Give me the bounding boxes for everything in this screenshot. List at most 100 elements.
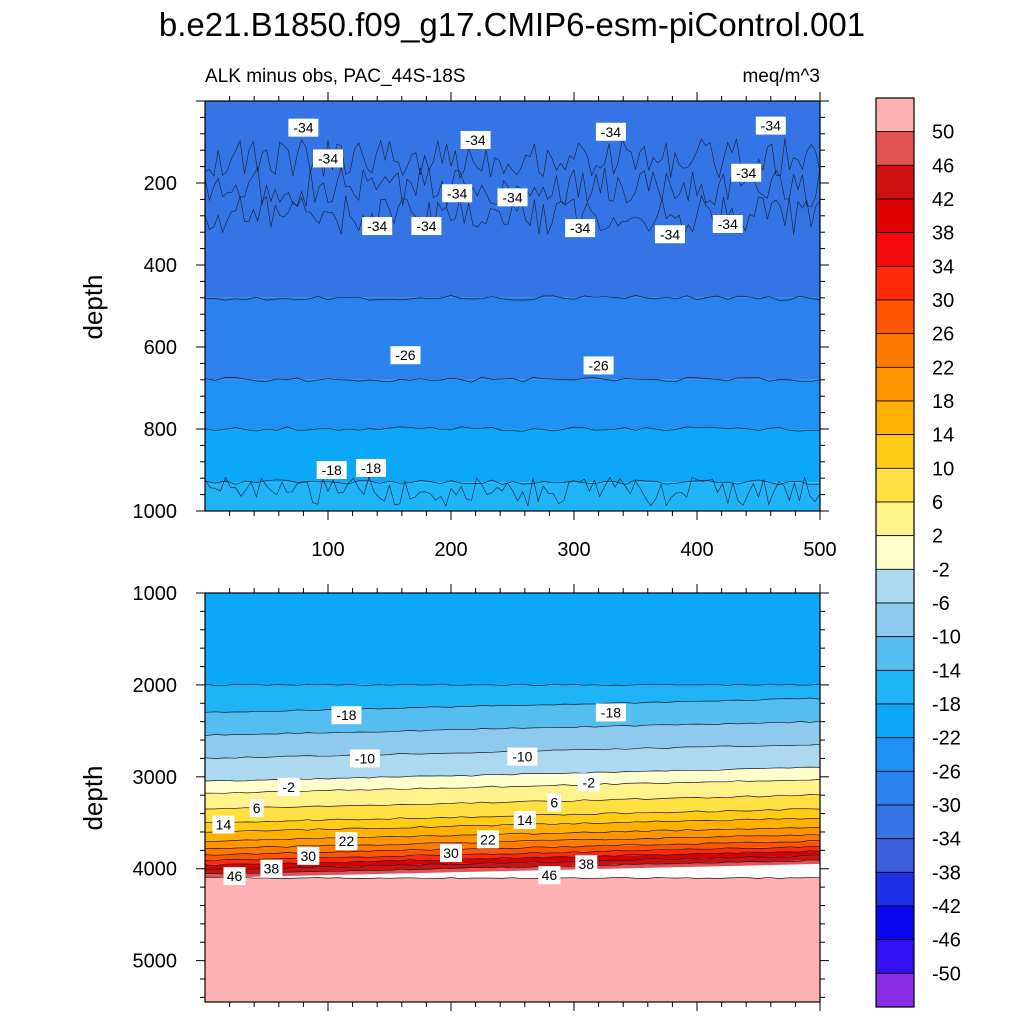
- contour-band: [205, 846, 820, 866]
- subtitle-right: meq/m^3: [742, 66, 820, 87]
- contour-line: [204, 817, 821, 833]
- contour-label: 46: [223, 867, 246, 886]
- contour-band: [205, 779, 820, 809]
- x-tick-label: 400: [680, 539, 713, 561]
- contour-label-box: [595, 703, 626, 722]
- contour-label-box: [335, 832, 358, 851]
- colorbar-label: 10: [932, 458, 954, 480]
- contour-label-box: [476, 830, 499, 849]
- contour-label: -18: [331, 706, 362, 725]
- contour-label: 6: [547, 793, 562, 812]
- contour-label-text: -34: [736, 165, 756, 181]
- colorbar-label: -38: [932, 862, 961, 884]
- contour-line: [204, 833, 821, 850]
- y-tick-label: 400: [144, 255, 177, 277]
- colorbar-swatch: [875, 501, 915, 537]
- colorbar-swatch: [875, 333, 915, 368]
- upper-panel: -34 -34 -34 -34 -34 -34 -34 -34 -34 -34 -34 -34 -34 -…: [78, 92, 837, 561]
- colorbar-label: 46: [932, 155, 954, 177]
- contour-label-box: [712, 215, 743, 233]
- contour-band: [205, 851, 820, 870]
- contour-label-text: -34: [718, 216, 738, 232]
- colorbar-swatch: [875, 97, 915, 133]
- colorbar-label: 30: [932, 290, 954, 312]
- colorbar-swatch: [875, 299, 915, 335]
- colorbar-label: 6: [932, 492, 943, 514]
- contour-label-text: 30: [443, 845, 459, 861]
- y-tick-label: 4000: [133, 859, 178, 881]
- contour-label-text: -34: [293, 120, 313, 136]
- colorbar-swatch: [875, 636, 915, 671]
- colorbar-label: 18: [932, 391, 954, 413]
- colorbar-swatch: [875, 838, 915, 873]
- contour-line: [204, 475, 821, 507]
- colorbar-label: -14: [932, 660, 961, 682]
- contour-label: -18: [595, 703, 626, 722]
- y-tick-label: 200: [144, 173, 177, 195]
- contour-label-box: [442, 184, 473, 203]
- contour-label-text: -34: [570, 220, 590, 236]
- colorbar-swatch: [875, 535, 915, 570]
- lower-contour-labels: -18 -18 -10 -10 -2 -2 6 6 14 14 22 22 30 30 38 38 46 46: [212, 703, 626, 886]
- contour-label-text: 22: [339, 833, 355, 849]
- contour-band: [205, 698, 820, 736]
- colorbar-label: 2: [932, 526, 943, 548]
- contour-label-text: -34: [367, 218, 387, 234]
- contour-label-text: -34: [761, 118, 781, 134]
- contour-label-text: 38: [264, 861, 280, 877]
- contour-label: 30: [440, 844, 462, 863]
- contour-label: -34: [411, 217, 442, 236]
- colorbar-label: -6: [932, 593, 950, 615]
- contour-label: -18: [316, 461, 347, 479]
- colorbar-swatch: [875, 434, 915, 469]
- colorbar-label: -34: [932, 829, 961, 851]
- contour-label: -2: [277, 777, 300, 796]
- y-tick-label: 3000: [133, 767, 178, 789]
- contour-label-box: [654, 225, 685, 244]
- contour-line: [204, 779, 821, 794]
- colorbar-label: -42: [932, 896, 961, 918]
- contour-label-box: [349, 749, 380, 768]
- colorbar-label: -50: [932, 963, 961, 985]
- lower-fill: [205, 593, 820, 1002]
- contour-label: -34: [313, 149, 343, 168]
- contour-label-box: [565, 219, 596, 238]
- contour-label-text: -34: [447, 185, 467, 201]
- contour-label-text: 46: [542, 867, 558, 883]
- colorbar-swatch: [875, 770, 915, 806]
- y-tick-label: 1000: [133, 501, 178, 523]
- lower-panel: -18 -18 -10 -10 -2 -2 6 6 14 14 22 22 30 30 38 38 46 46 1…: [78, 583, 829, 1011]
- contour-label: 14: [513, 811, 536, 830]
- contour-label-box: [497, 188, 528, 207]
- contour-label: 22: [335, 832, 358, 851]
- contour-line: [204, 859, 821, 875]
- contour-label-text: 38: [579, 856, 595, 872]
- contour-label-text: -34: [601, 124, 621, 140]
- contour-label-box: [288, 118, 319, 137]
- colorbar-swatch: [875, 737, 915, 772]
- lower-ylabel: depth: [78, 765, 108, 830]
- colorbar-swatch: [875, 939, 915, 974]
- colorbar-swatch: [875, 972, 915, 1008]
- contour-band: [205, 721, 820, 759]
- contour-label-box: [260, 859, 283, 878]
- contour-label-text: -34: [660, 226, 680, 242]
- colorbar-swatch: [875, 467, 915, 503]
- contour-band: [205, 808, 820, 832]
- upper-axes: 100 200 300 400 500 200 400 600 800 1000: [133, 92, 837, 561]
- contour-label: 30: [297, 846, 320, 865]
- contour-label: -34: [755, 116, 786, 135]
- contour-band: [205, 297, 820, 380]
- colorbar-label: -26: [932, 761, 961, 783]
- x-tick-label: 300: [557, 539, 590, 561]
- contour-label-box: [731, 163, 762, 182]
- contour-label: -10: [507, 747, 538, 766]
- contour-label-box: [223, 867, 246, 886]
- contour-line: [204, 854, 821, 871]
- colorbar: 50 46 42 38 34 30 26 22 18 14 10 6 2 -2 -6 -10 -14 -18 -22…: [875, 97, 961, 1008]
- contour-line: [204, 376, 821, 383]
- contour-label-box: [507, 747, 538, 766]
- contour-label-text: -34: [318, 150, 338, 166]
- colorbar-swatch: [875, 568, 915, 604]
- contour-band: [205, 767, 820, 794]
